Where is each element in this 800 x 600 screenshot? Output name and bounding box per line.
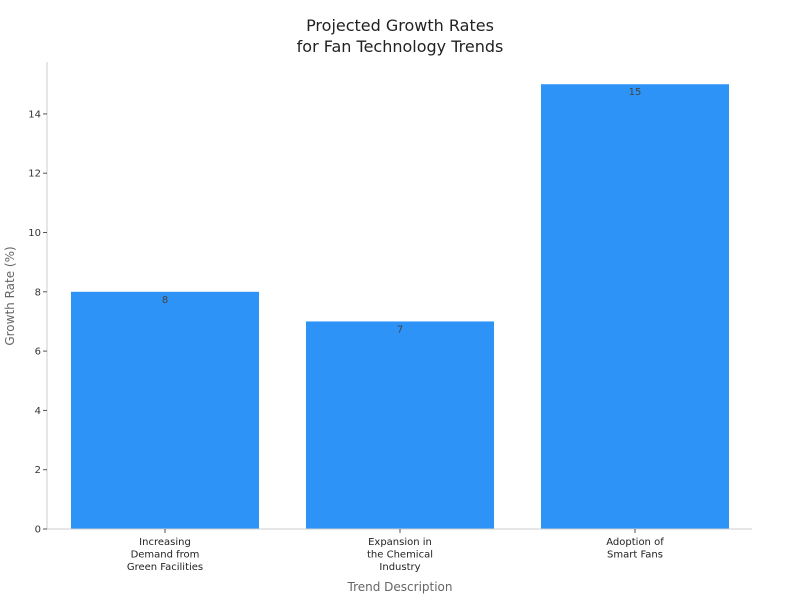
x-tick-label-line: Expansion in — [368, 537, 432, 548]
data-labels-group: 8 7 15 — [162, 87, 642, 335]
y-axis-ticks: 0 2 4 6 8 10 12 14 — [28, 109, 47, 536]
data-label-3: 15 — [629, 87, 642, 98]
y-axis-title: Growth Rate (%) — [3, 246, 17, 345]
chart-title-line-1: Projected Growth Rates — [306, 16, 494, 35]
y-tick-label-10: 10 — [28, 228, 41, 239]
x-axis-ticks: Increasing Demand from Green Facilities Exp… — [127, 529, 664, 573]
chart-title-line-2: for Fan Technology Trends — [297, 37, 504, 56]
x-axis-title: Trend Description — [347, 580, 453, 594]
y-tick-label-4: 4 — [35, 406, 41, 417]
x-tick-label-line: Green Facilities — [127, 562, 203, 573]
x-tick-label-2: Expansion in the Chemical Industry — [367, 537, 433, 573]
y-tick-label-8: 8 — [35, 287, 41, 298]
data-label-1: 8 — [162, 295, 168, 306]
chart-title: Projected Growth Rates for Fan Technolog… — [297, 16, 504, 56]
y-tick-label-2: 2 — [35, 465, 41, 476]
y-tick-label-0: 0 — [35, 525, 41, 536]
x-tick-label-line: the Chemical — [367, 550, 433, 561]
x-tick-label-line: Demand from — [131, 550, 200, 561]
x-tick-label-line: Increasing — [139, 537, 191, 548]
x-tick-label-line: Industry — [379, 562, 420, 573]
x-tick-label-line: Smart Fans — [607, 550, 663, 561]
data-label-2: 7 — [397, 324, 403, 335]
y-tick-label-6: 6 — [35, 347, 41, 358]
x-tick-label-1: Increasing Demand from Green Facilities — [127, 537, 203, 573]
bar-3 — [541, 84, 729, 529]
x-tick-label-3: Adoption of Smart Fans — [606, 537, 664, 561]
bar-1 — [71, 291, 259, 529]
bar-2 — [306, 321, 494, 529]
x-tick-label-line: Adoption of — [606, 537, 664, 548]
y-tick-label-14: 14 — [28, 109, 41, 120]
y-tick-label-12: 12 — [28, 169, 41, 180]
bars-group — [71, 84, 729, 529]
